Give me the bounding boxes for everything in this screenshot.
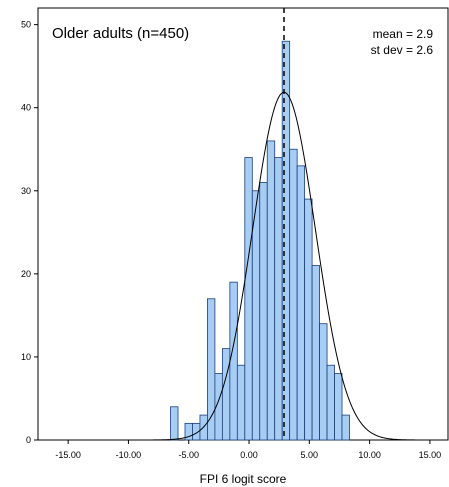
- histogram-bar: [244, 157, 253, 441]
- histogram-bar: [289, 148, 298, 441]
- chart-title: Older adults (n=450): [52, 25, 189, 42]
- histogram-bar: [207, 298, 216, 441]
- histogram-bar: [236, 364, 246, 441]
- x-axis-title: FPI 6 logit score: [200, 472, 287, 486]
- x-tick-label: 5.00: [301, 450, 319, 460]
- x-tick-label: -15.00: [55, 450, 81, 460]
- x-tick-label: 15.00: [419, 450, 442, 460]
- histogram-bar: [170, 406, 179, 441]
- x-axis: -15.00 -10.00 -5.00 0.00 5.00 10.00 15.00: [55, 440, 441, 460]
- histogram-bar: [274, 157, 283, 441]
- x-tick-label: -5.00: [178, 450, 199, 460]
- histogram-bar: [296, 165, 306, 441]
- histogram-bar: [251, 190, 261, 441]
- mean-annotation: mean = 2.9: [373, 27, 434, 41]
- histogram-bar: [334, 373, 343, 441]
- x-tick-label: -10.00: [116, 450, 142, 460]
- histogram-bar: [311, 265, 320, 441]
- histogram-bar: [304, 198, 313, 441]
- y-tick-label: 30: [21, 186, 31, 196]
- histogram-bar: [259, 182, 268, 441]
- bars-group: [170, 40, 350, 441]
- y-axis: 0 10 20 30 40 50: [21, 20, 38, 445]
- histogram-bar: [319, 323, 328, 441]
- y-tick-label: 0: [26, 435, 31, 445]
- histogram-bar: [266, 140, 276, 441]
- histogram-bar: [221, 348, 231, 441]
- normal-curve: [38, 91, 448, 441]
- y-tick-label: 50: [21, 20, 31, 30]
- histogram-bar: [341, 414, 350, 441]
- x-tick-label: 10.00: [358, 450, 381, 460]
- y-tick-label: 20: [21, 269, 31, 279]
- y-tick-label: 10: [21, 352, 31, 362]
- x-tick-label: 0.00: [240, 450, 258, 460]
- histogram-bar: [326, 364, 335, 441]
- histogram-bar: [229, 281, 238, 441]
- y-tick-label: 40: [21, 103, 31, 113]
- sd-annotation: st dev = 2.6: [371, 43, 434, 57]
